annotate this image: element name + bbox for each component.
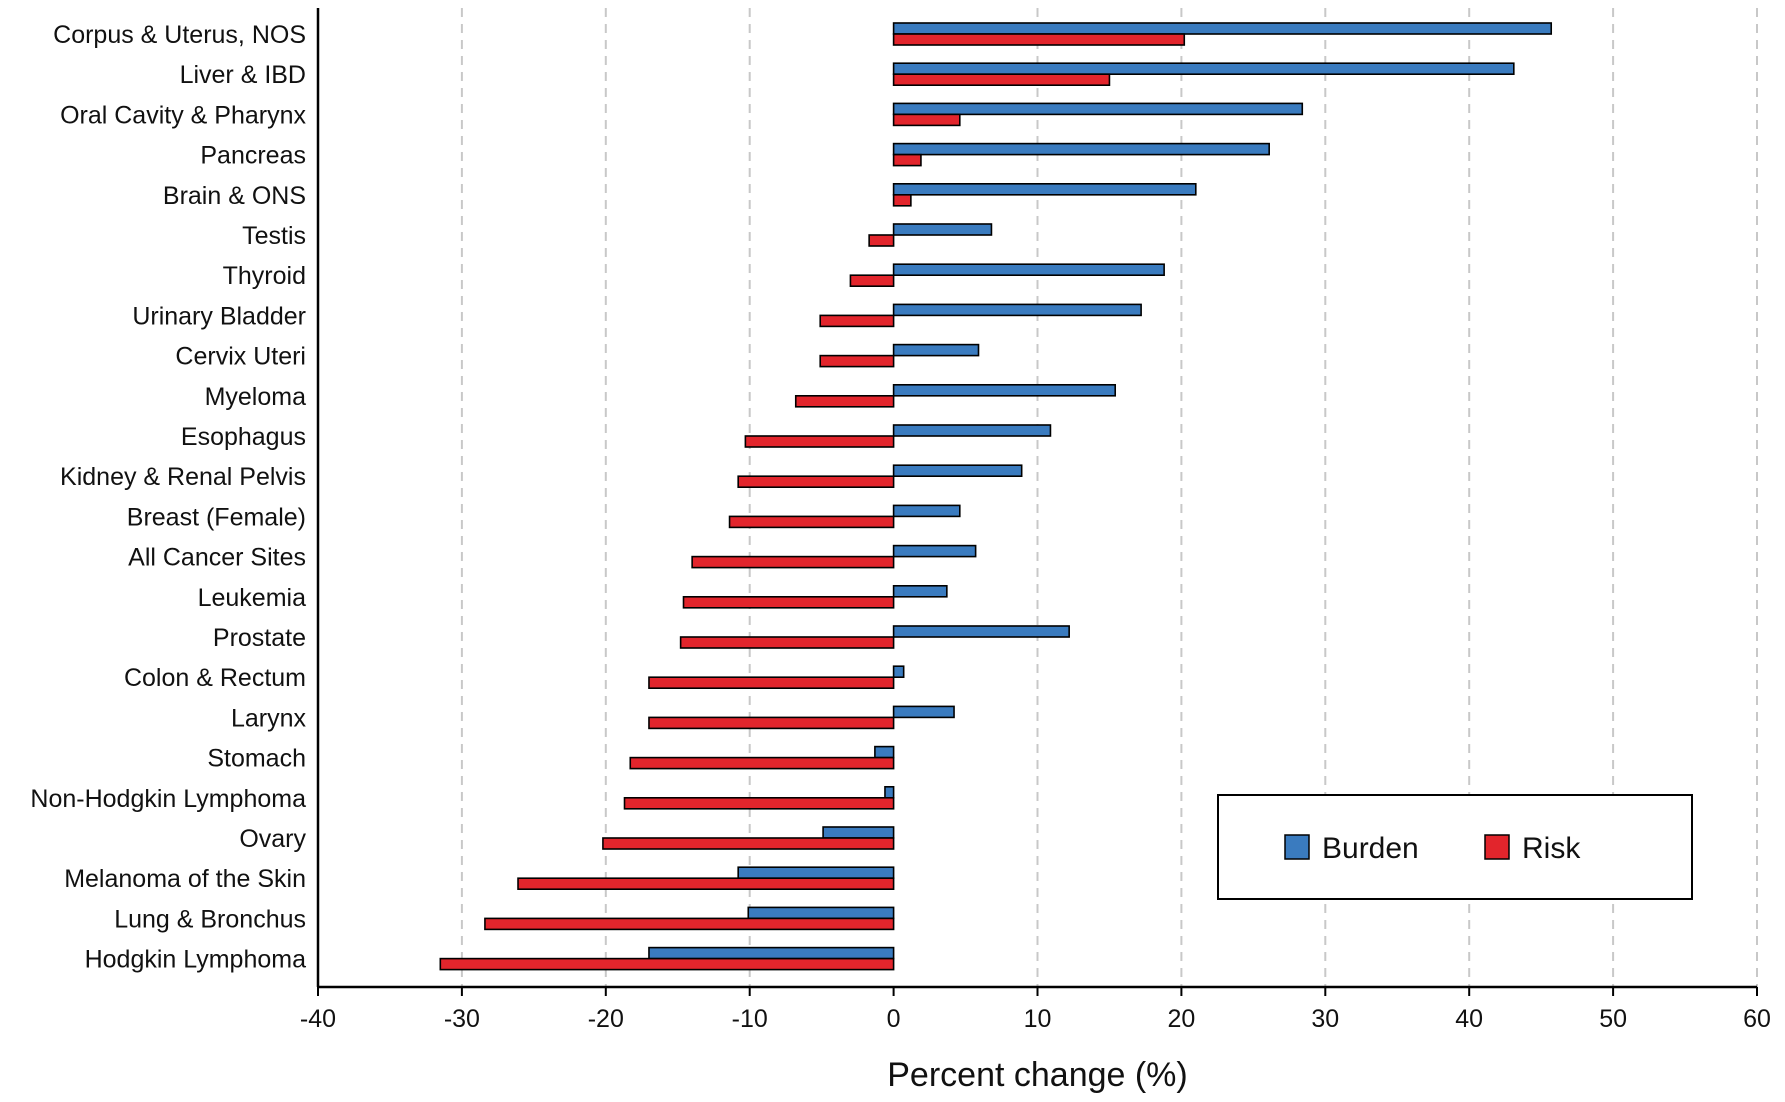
legend-swatch-risk [1484, 834, 1510, 860]
bar-burden-esophagus [892, 424, 1052, 437]
bar-risk-colon-rectum [648, 676, 895, 690]
category-label: Kidney & Renal Pelvis [60, 463, 306, 491]
category-label: Stomach [207, 745, 306, 773]
x-tick-label: 10 [1024, 1005, 1052, 1033]
bar-burden-stomach [874, 745, 895, 759]
bar-burden-brain-ons [892, 183, 1197, 196]
bar-burden-lung-bronchus [747, 906, 895, 920]
category-label: Esophagus [181, 423, 306, 451]
category-label: Liver & IBD [180, 61, 306, 89]
bar-burden-thyroid [892, 263, 1165, 277]
x-axis-title: Percent change (%) [887, 1056, 1188, 1094]
bar-burden-all-cancer-sites [892, 544, 977, 558]
bar-risk-corpus-uterus-nos [892, 33, 1186, 46]
x-tick-label: 0 [887, 1005, 901, 1033]
category-label: All Cancer Sites [128, 544, 306, 572]
bar-risk-brain-ons [892, 194, 912, 207]
bar-burden-testis [892, 223, 993, 236]
bar-burden-corpus-uterus-nos [892, 22, 1553, 35]
bar-risk-kidney-renal-pelvis [737, 475, 895, 489]
bar-burden-leukemia [892, 584, 948, 598]
category-label: Melanoma of the Skin [64, 865, 306, 893]
bar-burden-oral-cavity-pharynx [892, 102, 1304, 116]
bar-risk-testis [868, 234, 895, 247]
bar-burden-hodgkin-lymphoma [648, 946, 895, 960]
category-label: Larynx [231, 704, 307, 732]
bar-risk-all-cancer-sites [691, 555, 895, 569]
legend-label-risk: Risk [1522, 832, 1581, 865]
category-label: Cervix Uteri [175, 343, 306, 371]
bar-risk-breast-female [728, 515, 895, 529]
grid-lines [460, 8, 1758, 987]
x-tick-label: -10 [732, 1005, 768, 1033]
x-tick-label: -40 [300, 1005, 336, 1033]
bar-risk-prostate [679, 636, 895, 649]
category-label: Pancreas [200, 142, 306, 170]
bar-risk-lung-bronchus [484, 917, 895, 931]
bar-burden-breast-female [892, 504, 961, 518]
bar-burden-non-hodgkin-lymphoma [884, 785, 895, 799]
bar-risk-oral-cavity-pharynx [892, 113, 961, 127]
x-tick-label: -30 [444, 1005, 480, 1033]
category-label: Urinary Bladder [132, 302, 306, 330]
bar-burden-melanoma-of-the-skin [737, 866, 895, 880]
bar-burden-larynx [892, 705, 955, 719]
bar-risk-myeloma [794, 394, 895, 408]
legend-label-burden: Burden [1322, 832, 1419, 865]
bar-burden-ovary [822, 826, 895, 839]
bar-burden-myeloma [892, 383, 1117, 397]
bar-risk-pancreas [892, 153, 922, 167]
category-label: Testis [242, 222, 306, 250]
bar-risk-hodgkin-lymphoma [439, 957, 895, 971]
x-tick-label: 30 [1311, 1005, 1339, 1033]
bar-risk-non-hodgkin-lymphoma [623, 796, 895, 810]
bar-risk-cervix-uteri [819, 354, 895, 368]
category-label: Myeloma [205, 383, 307, 411]
category-label: Thyroid [223, 262, 306, 290]
x-tick-label: -20 [588, 1005, 624, 1033]
bar-burden-kidney-renal-pelvis [892, 464, 1023, 478]
bar-burden-urinary-bladder [892, 303, 1142, 317]
bar-risk-leukemia [682, 595, 895, 609]
category-labels: Corpus & Uterus, NOS Liver & IBD Oral Cavi… [30, 21, 306, 974]
bar-risk-urinary-bladder [819, 314, 895, 328]
category-label: Corpus & Uterus, NOS [53, 21, 306, 49]
category-label: Non-Hodgkin Lymphoma [30, 785, 306, 813]
category-label: Colon & Rectum [124, 664, 306, 692]
x-tick-label: 20 [1167, 1005, 1195, 1033]
bar-burden-cervix-uteri [892, 343, 980, 357]
category-label: Hodgkin Lymphoma [85, 946, 307, 974]
x-tick-label: 60 [1743, 1005, 1771, 1033]
bars [439, 22, 1553, 971]
category-label: Brain & ONS [163, 182, 306, 210]
bar-risk-liver-ibd [892, 73, 1111, 86]
category-label: Ovary [239, 825, 306, 853]
category-label: Prostate [213, 624, 306, 652]
bar-risk-ovary [602, 837, 895, 850]
x-ticks: -40 -30 -20 -10 0 10 20 30 40 50 60 [300, 987, 1771, 1033]
bar-burden-colon-rectum [892, 665, 905, 679]
category-label: Breast (Female) [127, 503, 306, 531]
legend-swatch-burden [1284, 834, 1310, 860]
x-tick-label: 50 [1599, 1005, 1627, 1033]
category-label: Oral Cavity & Pharynx [60, 101, 306, 129]
bar-risk-stomach [629, 756, 895, 770]
bar-burden-pancreas [892, 142, 1270, 156]
bar-burden-prostate [892, 625, 1070, 638]
bar-risk-larynx [648, 716, 895, 730]
bar-burden-liver-ibd [892, 62, 1515, 76]
category-label: Leukemia [198, 584, 306, 612]
x-tick-label: 40 [1455, 1005, 1483, 1033]
legend: Burden Risk [1217, 794, 1693, 900]
bar-risk-thyroid [849, 274, 895, 288]
bar-risk-esophagus [744, 435, 895, 448]
bar-risk-melanoma-of-the-skin [517, 877, 895, 891]
category-label: Lung & Bronchus [114, 905, 306, 933]
